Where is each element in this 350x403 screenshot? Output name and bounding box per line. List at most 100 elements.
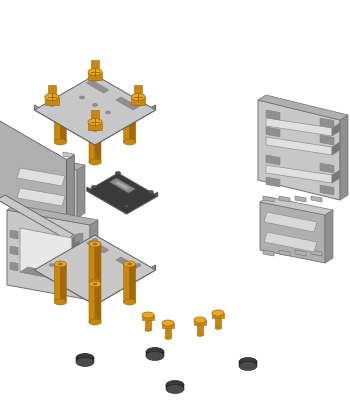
Ellipse shape [76,357,94,366]
Ellipse shape [79,96,84,99]
Ellipse shape [146,351,164,361]
Ellipse shape [88,118,102,125]
Ellipse shape [124,299,136,305]
Ellipse shape [93,123,97,125]
Polygon shape [332,123,340,136]
Ellipse shape [92,239,98,241]
Ellipse shape [89,159,101,165]
Polygon shape [75,233,83,243]
Polygon shape [320,163,334,173]
Polygon shape [88,122,102,130]
Polygon shape [266,155,280,165]
Ellipse shape [89,281,101,287]
Polygon shape [130,262,136,303]
Ellipse shape [92,104,98,106]
Polygon shape [258,95,348,120]
Polygon shape [87,187,127,214]
Polygon shape [258,100,340,200]
Ellipse shape [142,312,154,318]
Ellipse shape [128,103,132,105]
Polygon shape [127,192,158,214]
Polygon shape [54,102,60,143]
Ellipse shape [58,103,62,105]
Polygon shape [12,153,85,170]
Ellipse shape [124,261,136,267]
Polygon shape [34,235,156,305]
Ellipse shape [131,93,145,100]
Ellipse shape [92,129,98,131]
Ellipse shape [91,185,96,189]
Polygon shape [215,318,221,328]
Polygon shape [0,195,74,239]
Polygon shape [194,320,206,325]
Ellipse shape [76,353,94,363]
Polygon shape [145,320,151,330]
Ellipse shape [136,264,141,266]
Ellipse shape [49,104,54,106]
Polygon shape [91,110,99,130]
Polygon shape [15,206,26,212]
Ellipse shape [165,337,171,339]
Polygon shape [142,315,154,320]
Polygon shape [89,282,95,323]
Polygon shape [87,173,158,214]
Ellipse shape [89,319,101,325]
Polygon shape [116,97,138,110]
Polygon shape [109,178,135,193]
Polygon shape [20,267,80,282]
Polygon shape [320,135,334,145]
Polygon shape [260,202,325,263]
Polygon shape [114,181,130,190]
Polygon shape [295,196,306,202]
Polygon shape [90,220,98,300]
Polygon shape [95,82,101,123]
Polygon shape [264,212,317,232]
Ellipse shape [215,326,221,330]
Polygon shape [75,249,83,258]
Polygon shape [95,282,101,323]
Ellipse shape [49,264,54,266]
Polygon shape [263,250,274,256]
Ellipse shape [148,191,153,193]
Ellipse shape [146,347,164,357]
Polygon shape [63,152,74,158]
Ellipse shape [128,263,132,265]
Polygon shape [146,352,164,356]
Polygon shape [12,158,77,218]
Ellipse shape [93,243,97,245]
Polygon shape [116,257,138,270]
Polygon shape [124,102,130,143]
Ellipse shape [54,261,66,267]
Polygon shape [72,233,80,282]
Ellipse shape [136,104,141,106]
Polygon shape [76,358,94,362]
Polygon shape [340,115,348,200]
Polygon shape [212,313,224,318]
Polygon shape [10,246,18,255]
Polygon shape [279,196,290,202]
Polygon shape [15,152,26,158]
Ellipse shape [93,283,97,285]
Polygon shape [266,165,332,183]
Polygon shape [264,232,317,252]
Ellipse shape [239,357,257,366]
Ellipse shape [145,328,151,332]
Polygon shape [10,262,18,271]
Ellipse shape [93,83,97,85]
Ellipse shape [197,334,203,337]
Ellipse shape [124,139,136,145]
Polygon shape [130,102,136,143]
Ellipse shape [239,361,257,370]
Ellipse shape [105,111,111,114]
Polygon shape [66,155,74,239]
Polygon shape [77,165,85,218]
Polygon shape [31,206,42,212]
Polygon shape [95,265,156,305]
Ellipse shape [54,139,66,145]
Polygon shape [260,197,333,215]
Polygon shape [266,137,332,155]
Polygon shape [332,170,340,183]
Ellipse shape [92,264,98,266]
Ellipse shape [54,299,66,305]
Polygon shape [89,82,95,123]
